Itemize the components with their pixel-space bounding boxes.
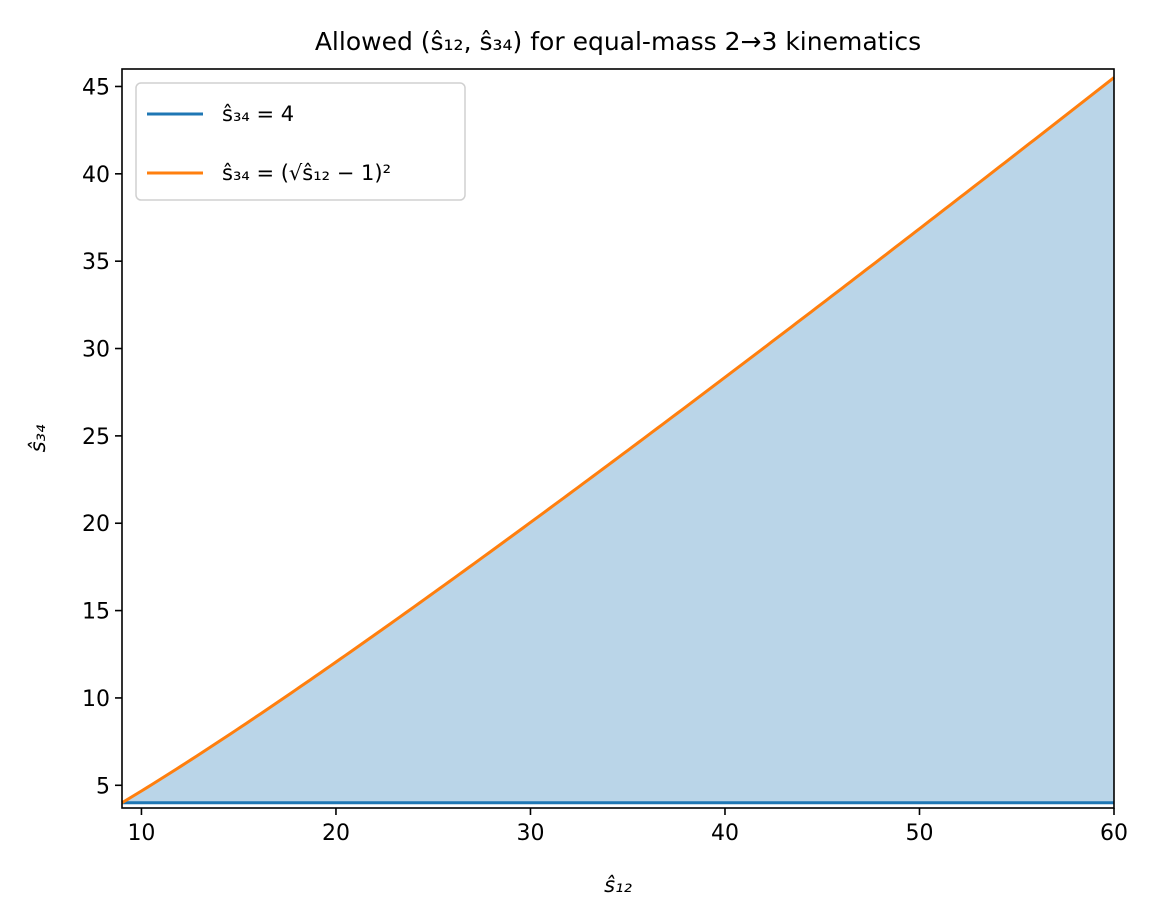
x-tick-label: 50 [905, 821, 933, 846]
legend-label-constant: ŝ₃₄ = 4 [222, 102, 294, 126]
y-axis-label: ŝ₃₄ [26, 424, 50, 452]
y-tick-label: 40 [82, 163, 110, 188]
x-tick-label: 30 [516, 821, 544, 846]
y-tick-label: 15 [82, 600, 110, 625]
legend-box [135, 82, 466, 201]
y-tick-label: 10 [82, 687, 110, 712]
x-tick-label: 40 [711, 821, 739, 846]
y-tick-label: 45 [82, 75, 110, 100]
legend-label-curve: ŝ₃₄ = (√ŝ₁₂ − 1)² [222, 161, 391, 185]
x-tick-label: 20 [322, 821, 350, 846]
x-tick-label: 10 [127, 821, 155, 846]
y-tick-label: 20 [82, 512, 110, 537]
series-line-curve [121, 76, 1115, 805]
fill-region [122, 77, 1114, 803]
axes-frame [121, 68, 1115, 809]
chart-title: Allowed (ŝ₁₂, ŝ₃₄) for equal-mass 2→3 ki… [315, 27, 921, 56]
y-tick-label: 35 [82, 250, 110, 275]
y-tick-label: 25 [82, 425, 110, 450]
y-tick-label: 30 [82, 338, 110, 363]
x-tick-label: 60 [1100, 821, 1128, 846]
y-tick-label: 5 [96, 774, 110, 799]
x-axis-label: ŝ₁₂ [604, 873, 632, 897]
